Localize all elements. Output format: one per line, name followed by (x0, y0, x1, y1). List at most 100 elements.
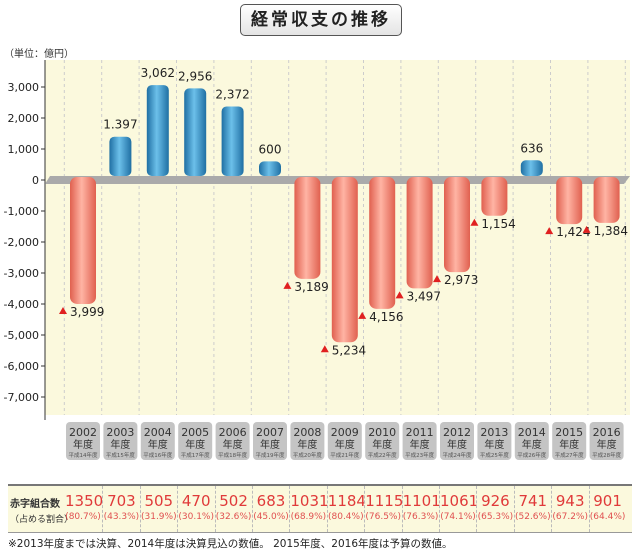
deficit-ratio: (76.3%) (402, 512, 439, 522)
header-count: 赤字組合数 (10, 499, 60, 510)
deficit-marker (59, 306, 67, 314)
era-label: 平成17年度 (181, 451, 210, 459)
y-tick-label: -4,000 (4, 298, 39, 311)
category-box (178, 422, 213, 460)
category-suffix: 年度 (148, 438, 168, 451)
table-cell: 901 (64.4%) (588, 486, 626, 532)
category-suffix: 年度 (260, 438, 280, 451)
bar-positive (109, 136, 132, 176)
category-label: 2011 (406, 426, 434, 439)
era-label: 平成18年度 (218, 451, 247, 459)
table-cell: 703 (43.3%) (102, 486, 139, 532)
category-label: 2008 (293, 426, 321, 439)
deficit-count: 943 (555, 492, 585, 510)
deficit-count: 505 (144, 492, 174, 510)
bar-negative (331, 177, 358, 343)
y-tick-label: -5,000 (4, 329, 39, 342)
category-suffix: 年度 (559, 438, 579, 451)
category-label: 2007 (256, 426, 284, 439)
category-box (589, 422, 624, 460)
category-box (290, 422, 325, 460)
unit-label: （単位：億円） (4, 49, 74, 60)
category-box (514, 422, 549, 460)
deficit-marker (470, 218, 479, 226)
era-label: 平成28年度 (592, 451, 621, 459)
deficit-count: 741 (518, 492, 548, 510)
table-cell: 1184 (80.4%) (326, 486, 366, 532)
bar-negative (369, 177, 396, 309)
deficit-ratio: (68.9%) (290, 512, 327, 522)
deficit-count: 1115 (365, 492, 404, 510)
category-suffix: 年度 (185, 438, 205, 451)
table-cell: 505 (31.9%) (139, 486, 177, 532)
deficit-marker (320, 345, 329, 353)
data-label: 3,189 (294, 280, 328, 294)
deficit-marker (433, 275, 441, 283)
deficit-ratio: (43.3%) (103, 512, 140, 522)
deficit-ratio: (45.0%) (253, 512, 289, 522)
category-suffix: 年度 (73, 438, 93, 451)
data-label: 2,973 (444, 273, 478, 287)
data-label: 1,384 (594, 224, 628, 238)
bar-positive (221, 106, 244, 176)
category-box (440, 422, 474, 460)
table-cell: 470 (30.1%) (177, 486, 214, 532)
deficit-ratio: (67.2%) (552, 512, 588, 522)
data-label: 3,999 (70, 305, 104, 319)
data-label: 1,424 (556, 225, 590, 239)
deficit-count: 703 (107, 492, 136, 510)
deficit-ratio: (52.6%) (514, 512, 551, 522)
deficit-marker (283, 281, 292, 289)
category-label: 2006 (219, 426, 247, 439)
era-label: 平成25年度 (480, 451, 509, 459)
bar-negative (406, 177, 433, 289)
deficit-ratio: (64.4%) (589, 512, 626, 522)
y-tick-label: -6,000 (4, 360, 39, 373)
deficit-ratio: (80.4%) (327, 512, 364, 522)
deficit-count: 901 (593, 492, 622, 510)
table-cell: 1101 (76.3%) (401, 486, 441, 532)
table-cell: 1115 (76.5%) (364, 486, 404, 532)
deficit-count: 1350 (65, 492, 104, 510)
category-label: 2009 (331, 426, 359, 439)
header-ratio: （占める割合） (10, 515, 74, 525)
y-tick-label: -7,000 (4, 391, 39, 404)
table-header: 赤字組合数 （占める割合） (10, 486, 74, 532)
deficit-marker (395, 291, 404, 299)
deficit-ratio: (74.1%) (440, 512, 476, 522)
bar-positive (259, 161, 281, 176)
category-suffix: 年度 (597, 438, 617, 451)
category-suffix: 年度 (335, 438, 355, 451)
era-label: 平成14年度 (69, 451, 98, 459)
data-label: 5,234 (332, 343, 366, 357)
data-label: 2,372 (215, 87, 249, 101)
data-label: 636 (520, 141, 543, 155)
deficit-table: 赤字組合数 （占める割合） 1350 (80.7%) 703 (43.3%) 505 (3… (8, 484, 632, 533)
category-label: 2005 (181, 426, 209, 439)
bar-negative (70, 177, 96, 304)
deficit-count: 502 (219, 492, 248, 510)
deficit-ratio: (80.7%) (65, 512, 101, 522)
category-box (215, 422, 250, 460)
deficit-count: 926 (481, 492, 510, 510)
deficit-marker (358, 311, 367, 319)
bar-positive (146, 85, 169, 176)
bar-negative (593, 177, 620, 223)
category-box (552, 422, 587, 460)
category-label: 2004 (144, 426, 172, 439)
category-suffix: 年度 (522, 438, 542, 451)
deficit-count: 1101 (402, 492, 441, 510)
table-cell: 1031 (68.9%) (289, 486, 329, 532)
deficit-count: 1184 (327, 492, 366, 510)
category-label: 2012 (443, 426, 471, 439)
bar-positive (520, 160, 543, 176)
era-label: 平成20年度 (293, 451, 322, 459)
category-label: 2013 (480, 426, 508, 439)
category-suffix: 年度 (447, 438, 467, 451)
category-box (327, 422, 362, 460)
bar-negative (556, 177, 583, 225)
data-label: 1,154 (481, 217, 515, 231)
deficit-marker (545, 227, 554, 235)
deficit-ratio: (30.1%) (178, 512, 214, 522)
category-label: 2014 (518, 426, 546, 439)
